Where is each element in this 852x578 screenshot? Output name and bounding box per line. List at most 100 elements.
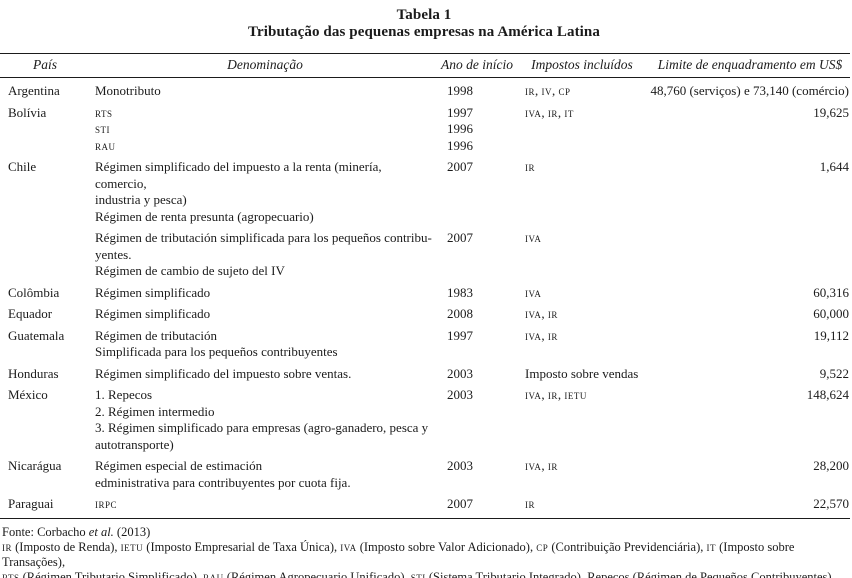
- cell-limite: 60,000: [813, 306, 849, 321]
- denomination-line: industria y pesca): [95, 192, 187, 207]
- cell-ano: 2008: [440, 301, 514, 323]
- cell-denominacao: IRPC: [90, 491, 440, 518]
- table-row: Argentina Monotributo 1998 IR, IV, CP 48,760…: [0, 78, 850, 100]
- tax-abbreviation: IVA: [525, 387, 542, 402]
- table-row: México 1. Repecos 2. Régimen intermedio 3. …: [0, 382, 850, 453]
- column-header-pais: País: [0, 53, 90, 78]
- denomination-line: 2. Régimen intermedio: [95, 403, 215, 419]
- year-line: 1996: [447, 137, 473, 153]
- footnote-line: IR (Imposto de Renda), IETU (Imposto Emp…: [2, 539, 795, 570]
- tax-abbreviation: IVA: [340, 539, 357, 554]
- denomination-line: Régimen de cambio de sujeto del IV: [95, 263, 285, 278]
- tax-abbreviation: IR: [525, 83, 535, 98]
- tax-abbreviation: IT: [706, 539, 716, 554]
- cell-impostos: IVA, IR: [525, 458, 558, 473]
- table-row: Bolívia RTS STI RAU 1997 1996 1996 IVA, IR, IT 1…: [0, 100, 850, 155]
- tax-abbreviation: CP: [536, 539, 549, 554]
- tax-abbreviation: IV: [541, 83, 552, 98]
- tax-abbreviation: IRPC: [95, 496, 118, 511]
- source-note: Fonte: Corbacho et al. (2013): [2, 525, 848, 540]
- denomination-line: Monotributo: [95, 83, 161, 98]
- denomination-line: yentes.: [95, 246, 132, 262]
- cell-denominacao: Régimen simplificado del impuesto sobre …: [90, 361, 440, 383]
- cell-impostos: IVA, IR, IETU: [525, 387, 587, 402]
- table-subtitle: Tributação das pequenas empresas na Amér…: [248, 24, 600, 40]
- cell-pais: Nicarágua: [8, 458, 62, 473]
- cell-impostos: IVA, IR, IT: [525, 104, 574, 120]
- year-line: 1996: [447, 121, 473, 136]
- cell-denominacao: Monotributo: [90, 78, 440, 100]
- cell-impostos: IR, IV, CP: [525, 83, 571, 98]
- denomination-line: 1. Repecos: [95, 387, 153, 402]
- tax-abbreviation: RAU: [95, 137, 116, 153]
- cell-denominacao: Régimen simplificado: [90, 301, 440, 323]
- tax-abbreviation: IR: [2, 539, 12, 554]
- denomination-line: edministrativa para contribuyentes por c…: [95, 474, 351, 490]
- cell-impostos: Imposto sobre vendas: [525, 365, 639, 381]
- tax-abbreviation: IVA: [525, 104, 542, 120]
- denomination-line: Régimen simplificado del impuesto a la r…: [95, 159, 382, 191]
- denomination-line: RTS: [95, 105, 436, 122]
- table-row: Equador Régimen simplificado 2008 IVA, IR 60…: [0, 301, 850, 323]
- cell-limite: 19,625: [813, 104, 849, 120]
- table-row: Régimen de tributación simplificada para…: [0, 225, 850, 280]
- cell-limite: 9,522: [819, 365, 849, 381]
- footnote-line: RTS (Régimen Tributario Simplificado), R…: [2, 570, 848, 578]
- header-row: País Denominação Ano de início Impostos inc…: [0, 53, 850, 78]
- tax-abbreviation: IR: [547, 104, 558, 120]
- denomination-line: Régimen simplificado: [95, 284, 211, 300]
- year-line: 2003: [447, 365, 473, 381]
- cell-limite: 19,112: [813, 327, 849, 343]
- denomination-line: 3. Régimen simplificado para empresas (a…: [95, 420, 429, 435]
- tax-abbreviation: RAU: [203, 570, 224, 578]
- cell-pais: Equador: [8, 306, 53, 321]
- year-line: 2003: [447, 458, 473, 473]
- footnotes: Fonte: Corbacho et al. (2013) IR (Impost…: [0, 525, 848, 578]
- cell-impostos: IVA: [514, 225, 650, 280]
- cell-limite: 60,316: [813, 284, 849, 300]
- denomination-line: STI: [95, 121, 436, 138]
- tax-abbreviation: IVA: [525, 230, 542, 245]
- tax-abbreviation: CP: [558, 83, 571, 98]
- year-line: 2007: [447, 230, 473, 245]
- denomination-line: Régimen de renta presunta (agropecuario): [95, 208, 314, 224]
- table-row: Colômbia Régimen simplificado 1983 IVA 60,31…: [0, 280, 850, 302]
- cell-limite: 1,644: [819, 159, 849, 174]
- cell-impostos: IR: [514, 154, 650, 225]
- tax-abbreviation: IR: [525, 496, 535, 511]
- tax-abbreviation: IT: [564, 104, 574, 120]
- cell-pais: Honduras: [8, 365, 59, 381]
- tax-abbreviation: IR: [547, 306, 558, 321]
- column-header-denominacao: Denominação: [90, 53, 440, 78]
- table-row: Chile Régimen simplificado del impuesto a…: [0, 154, 850, 225]
- cell-ano: 2007: [440, 154, 514, 225]
- table-row: Paraguai IRPC 2007 IR 22,570: [0, 491, 850, 518]
- cell-impostos: IVA, IR: [525, 306, 558, 321]
- cell-pais: [0, 225, 90, 280]
- denomination-line: Régimen especial de estimación: [95, 458, 263, 473]
- cell-ano: 1998: [440, 78, 514, 100]
- cell-pais: Chile: [8, 159, 37, 174]
- tax-abbreviation: IR: [525, 159, 535, 174]
- cell-pais: Paraguai: [8, 496, 54, 511]
- year-line: 1998: [447, 83, 473, 98]
- cell-impostos: IVA, IR: [525, 327, 558, 343]
- tax-abbreviation: IETU: [564, 387, 587, 402]
- cell-denominacao: RTS STI RAU: [90, 100, 440, 155]
- tax-abbreviation: IR: [547, 387, 558, 402]
- cell-ano: 2007: [440, 491, 514, 518]
- year-line: 2008: [447, 306, 473, 321]
- cell-ano: 2003: [440, 382, 514, 453]
- column-header-ano: Ano de início: [440, 53, 514, 78]
- denomination-line: Régimen de tributación: [95, 327, 218, 343]
- cell-denominacao: Régimen de tributación Simplificada para …: [90, 323, 440, 361]
- cell-limite: 22,570: [813, 496, 849, 511]
- cell-impostos: IR: [514, 491, 650, 518]
- column-header-impostos: Impostos incluídos: [514, 53, 650, 78]
- year-line: 1983: [447, 284, 473, 300]
- cell-ano: 1983: [440, 280, 514, 302]
- tax-regimes-table: País Denominação Ano de início Impostos inc…: [0, 53, 850, 519]
- denomination-line: Régimen simplificado: [95, 306, 211, 321]
- cell-pais: Argentina: [8, 83, 60, 98]
